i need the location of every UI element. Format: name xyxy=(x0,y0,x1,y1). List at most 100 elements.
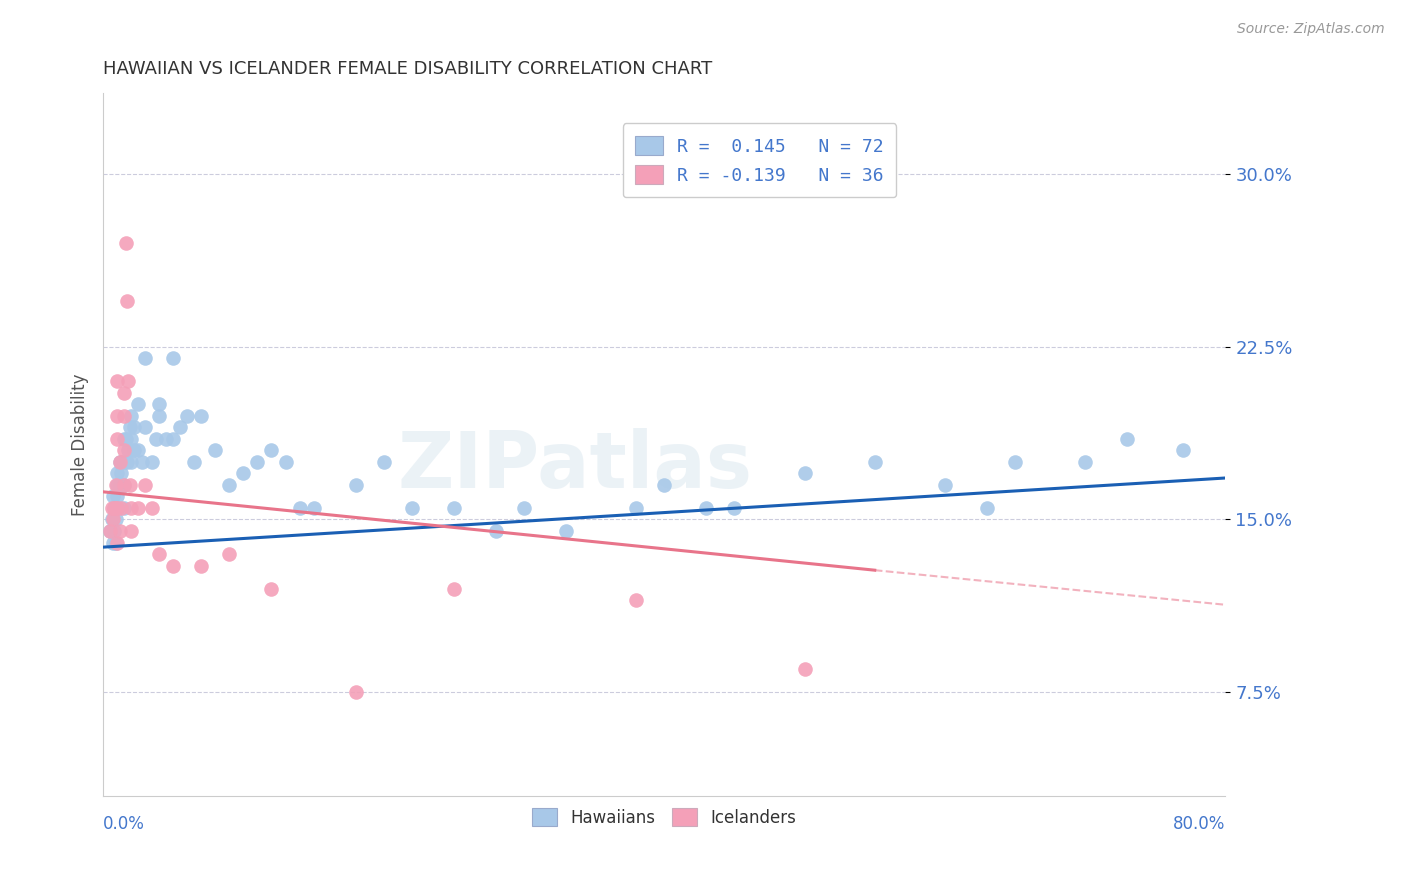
Point xyxy=(105,535,128,549)
Point xyxy=(120,432,142,446)
Point xyxy=(183,455,205,469)
Point xyxy=(127,397,149,411)
Point xyxy=(112,455,135,469)
Point xyxy=(134,420,156,434)
Point xyxy=(108,455,131,469)
Point xyxy=(101,535,124,549)
Point xyxy=(114,235,136,250)
Point xyxy=(115,293,138,308)
Point xyxy=(105,374,128,388)
Point xyxy=(122,443,145,458)
Point xyxy=(1004,455,1026,469)
Legend: Hawaiians, Icelanders: Hawaiians, Icelanders xyxy=(526,801,803,833)
Point xyxy=(105,478,128,492)
Point xyxy=(103,500,125,515)
Point xyxy=(101,490,124,504)
Point xyxy=(104,478,127,492)
Point xyxy=(934,478,956,492)
Point xyxy=(120,524,142,538)
Point xyxy=(105,500,128,515)
Point xyxy=(112,478,135,492)
Point xyxy=(148,409,170,423)
Point xyxy=(118,420,141,434)
Point xyxy=(443,500,465,515)
Point xyxy=(162,558,184,573)
Point xyxy=(1116,432,1139,446)
Point xyxy=(112,443,135,458)
Point xyxy=(218,547,240,561)
Point xyxy=(105,432,128,446)
Point xyxy=(1074,455,1097,469)
Point xyxy=(101,512,124,526)
Text: 80.0%: 80.0% xyxy=(1173,814,1226,832)
Point xyxy=(260,582,283,596)
Point xyxy=(141,500,163,515)
Text: Source: ZipAtlas.com: Source: ZipAtlas.com xyxy=(1237,22,1385,37)
Point xyxy=(104,535,127,549)
Point xyxy=(112,432,135,446)
Point xyxy=(134,351,156,365)
Point xyxy=(115,455,138,469)
Point xyxy=(105,409,128,423)
Point xyxy=(723,500,745,515)
Point xyxy=(98,524,121,538)
Point xyxy=(110,455,132,469)
Point xyxy=(127,443,149,458)
Point xyxy=(127,500,149,515)
Point xyxy=(190,409,212,423)
Point xyxy=(110,500,132,515)
Point xyxy=(104,512,127,526)
Point xyxy=(108,455,131,469)
Point xyxy=(626,500,648,515)
Point xyxy=(100,512,122,526)
Point xyxy=(485,524,508,538)
Point xyxy=(110,467,132,481)
Point xyxy=(112,500,135,515)
Text: ZIPatlas: ZIPatlas xyxy=(396,427,752,504)
Point xyxy=(120,500,142,515)
Point xyxy=(112,478,135,492)
Point xyxy=(246,455,269,469)
Text: HAWAIIAN VS ICELANDER FEMALE DISABILITY CORRELATION CHART: HAWAIIAN VS ICELANDER FEMALE DISABILITY … xyxy=(103,60,713,78)
Point xyxy=(232,467,254,481)
Point xyxy=(105,500,128,515)
Point xyxy=(443,582,465,596)
Text: 0.0%: 0.0% xyxy=(103,814,145,832)
Point xyxy=(863,455,886,469)
Point xyxy=(103,500,125,515)
Point xyxy=(260,443,283,458)
Point xyxy=(112,409,135,423)
Point xyxy=(117,374,139,388)
Point xyxy=(626,593,648,607)
Point xyxy=(344,478,367,492)
Point xyxy=(134,478,156,492)
Point xyxy=(793,467,815,481)
Point xyxy=(695,500,717,515)
Point xyxy=(108,478,131,492)
Point xyxy=(120,409,142,423)
Point xyxy=(155,432,177,446)
Point xyxy=(176,409,198,423)
Point xyxy=(122,420,145,434)
Point xyxy=(98,524,121,538)
Point xyxy=(274,455,297,469)
Point xyxy=(112,385,135,400)
Point xyxy=(148,397,170,411)
Point xyxy=(117,443,139,458)
Point xyxy=(162,432,184,446)
Point xyxy=(344,685,367,699)
Point xyxy=(108,524,131,538)
Point xyxy=(114,432,136,446)
Point xyxy=(148,547,170,561)
Point xyxy=(141,455,163,469)
Point xyxy=(288,500,311,515)
Point xyxy=(218,478,240,492)
Point xyxy=(120,455,142,469)
Point xyxy=(100,500,122,515)
Point xyxy=(513,500,536,515)
Point xyxy=(145,432,167,446)
Point xyxy=(1173,443,1195,458)
Point xyxy=(131,455,153,469)
Point xyxy=(104,500,127,515)
Point xyxy=(190,558,212,573)
